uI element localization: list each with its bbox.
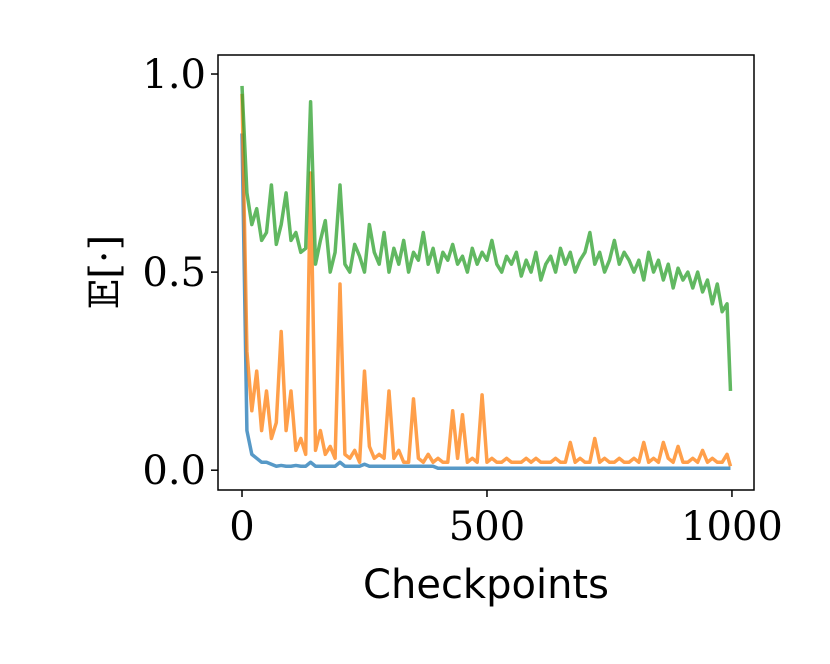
x-axis-label: Checkpoints — [363, 562, 609, 608]
y-axis-label: 𝔼[·] — [82, 235, 128, 309]
line — [240, 85, 733, 392]
y-tick-label: 0.5 — [142, 250, 206, 296]
x-tick-label: 1000 — [681, 504, 783, 550]
line — [240, 133, 731, 470]
line — [240, 93, 733, 467]
y-tick-label: 1.0 — [142, 52, 206, 98]
x-tick-label: 0 — [229, 504, 254, 550]
x-tick-label: 500 — [449, 504, 525, 550]
y-tick-label: 0.0 — [142, 448, 206, 494]
